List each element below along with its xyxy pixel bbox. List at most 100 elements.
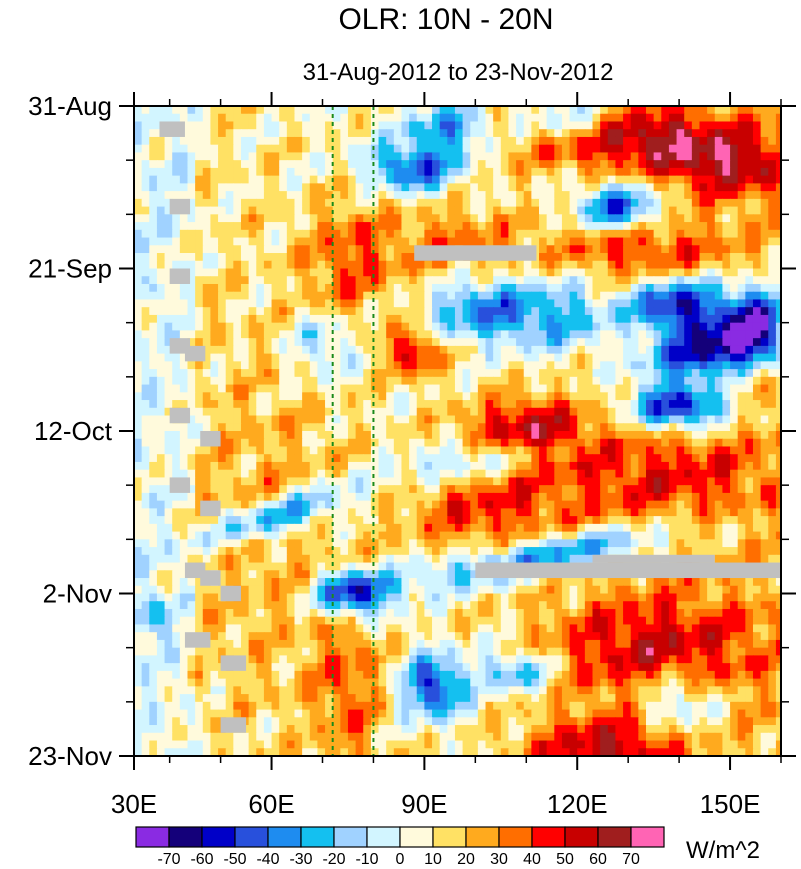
heatmap-cell: [294, 268, 303, 277]
heatmap-cell: [569, 198, 578, 208]
heatmap-cell: [439, 469, 448, 479]
heatmap-cell: [325, 438, 334, 448]
heatmap-cell: [195, 508, 204, 517]
heatmap-cell: [164, 531, 173, 540]
heatmap-cell: [584, 136, 594, 146]
heatmap-cell: [775, 237, 781, 246]
heatmap-cell: [149, 469, 158, 479]
heatmap-cell: [134, 547, 143, 556]
heatmap-cell: [584, 500, 594, 509]
heatmap-cell: [623, 299, 632, 308]
heatmap-cell: [409, 322, 418, 332]
heatmap-cell: [225, 229, 234, 239]
heatmap-cell: [317, 307, 326, 316]
heatmap-cell: [393, 539, 403, 548]
heatmap-cell: [386, 345, 395, 355]
heatmap-cell: [332, 338, 341, 347]
heatmap-cell: [393, 376, 403, 386]
heatmap-cell: [768, 369, 777, 378]
heatmap-cell: [386, 167, 395, 177]
heatmap-cell: [539, 322, 548, 332]
heatmap-cell: [477, 152, 487, 161]
heatmap-cell: [508, 345, 517, 355]
heatmap-cell: [546, 353, 555, 362]
heatmap-cell: [286, 229, 296, 239]
heatmap-cell: [500, 299, 510, 308]
heatmap-cell: [179, 508, 189, 517]
heatmap-cell: [569, 353, 578, 362]
heatmap-cell: [286, 160, 296, 169]
heatmap-cell: [233, 438, 242, 448]
heatmap-cell: [447, 384, 456, 393]
heatmap-cell: [363, 175, 372, 184]
heatmap-cell: [263, 384, 273, 393]
heatmap-cell: [240, 222, 250, 231]
heatmap-cell: [630, 106, 639, 115]
heatmap-cell: [378, 322, 387, 332]
heatmap-cell: [592, 322, 601, 332]
heatmap-cell: [775, 338, 781, 347]
heatmap-cell: [164, 369, 173, 378]
heatmap-cell: [294, 415, 303, 424]
heatmap-cell: [584, 376, 594, 386]
heatmap-cell: [347, 129, 357, 138]
heatmap-cell: [684, 345, 693, 355]
heatmap-cell: [134, 539, 143, 548]
heatmap-cell: [638, 523, 647, 533]
heatmap-cell: [210, 353, 219, 362]
heatmap-cell: [554, 469, 563, 479]
heatmap-cell: [462, 392, 471, 401]
heatmap-cell: [195, 283, 204, 293]
heatmap-cell: [752, 260, 762, 270]
heatmap-cell: [584, 516, 594, 525]
heatmap-cell: [240, 338, 250, 347]
heatmap-cell: [347, 307, 357, 316]
heatmap-cell: [615, 144, 624, 154]
heatmap-cell: [263, 152, 273, 161]
heatmap-cell: [225, 547, 234, 556]
heatmap-cell: [164, 523, 173, 533]
heatmap-cell: [279, 307, 288, 316]
heatmap-cell: [233, 446, 242, 455]
heatmap-cell: [653, 314, 662, 324]
heatmap-cell: [546, 539, 555, 548]
heatmap-cell: [752, 361, 762, 370]
heatmap-cell: [149, 500, 158, 509]
heatmap-cell: [256, 283, 265, 293]
heatmap-cell: [432, 214, 441, 223]
heatmap-cell: [707, 113, 716, 123]
heatmap-cell: [615, 361, 624, 370]
heatmap-cell: [730, 477, 739, 486]
heatmap-cell: [737, 283, 746, 293]
heatmap-cell: [584, 423, 594, 432]
heatmap-cell: [317, 369, 326, 378]
heatmap-cell: [592, 167, 601, 177]
heatmap-cell: [240, 322, 250, 332]
heatmap-cell: [707, 260, 716, 270]
heatmap-cell: [760, 160, 769, 169]
heatmap-cell: [737, 167, 746, 177]
heatmap-cell: [470, 423, 479, 432]
heatmap-cell: [218, 314, 227, 324]
heatmap-cell: [523, 338, 532, 347]
heatmap-cell: [309, 283, 318, 293]
heatmap-cell: [630, 539, 639, 548]
heatmap-cell: [561, 492, 571, 502]
heatmap-cell: [325, 206, 334, 215]
heatmap-cell: [508, 160, 517, 169]
heatmap-cell: [195, 330, 204, 339]
heatmap-cell: [218, 283, 227, 293]
heatmap-cell: [752, 245, 762, 254]
heatmap-cell: [141, 152, 150, 161]
heatmap-cell: [745, 214, 754, 223]
heatmap-cell: [546, 500, 555, 509]
heatmap-cell: [202, 245, 212, 254]
heatmap-cell: [149, 492, 158, 502]
heatmap-cell: [347, 144, 357, 154]
heatmap-cell: [577, 345, 586, 355]
heatmap-cell: [225, 121, 234, 130]
heatmap-cell: [745, 283, 754, 293]
heatmap-cell: [279, 485, 288, 494]
heatmap-cell: [432, 183, 441, 192]
heatmap-cell: [332, 376, 341, 386]
